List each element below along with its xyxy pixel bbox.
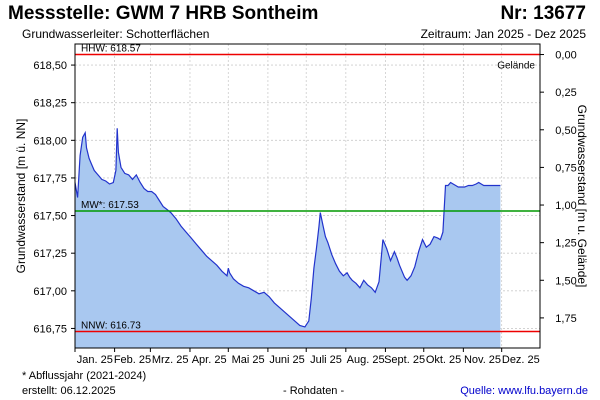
period-label: Zeitraum: Jan 2025 - Dez 2025 (420, 27, 586, 41)
created-date: erstellt: 06.12.2025 (22, 385, 116, 397)
y2-tick-label: 0,25 (555, 87, 576, 99)
x-tick-label: Okt. 25 (426, 354, 461, 366)
y-tick-label: 618,25 (33, 98, 67, 110)
footnote: * Abflussjahr (2021-2024) (22, 370, 147, 382)
page-title: Messstelle: GWM 7 HRB Sontheim (8, 3, 319, 24)
y-tick-label: 617,50 (33, 211, 67, 223)
y2-tick-label: 1,75 (555, 313, 576, 325)
y-tick-label: 616,75 (33, 323, 67, 335)
source-link[interactable]: Quelle: www.lfu.bayern.de (460, 385, 588, 397)
x-tick-label: Feb. 25 (114, 354, 151, 366)
x-tick-label: Apr. 25 (192, 354, 227, 366)
station-number: Nr: 13677 (500, 3, 586, 24)
y-tick-label: 617,00 (33, 286, 67, 298)
x-tick-label: Juli 25 (310, 354, 342, 366)
mw-label: MW*: 617.53 (81, 200, 139, 211)
water-level-area (75, 128, 501, 348)
y2-tick-label: 1,00 (555, 200, 576, 212)
nnw-label: NNW: 616.73 (81, 320, 141, 331)
y-tick-label: 618,50 (33, 60, 67, 72)
x-tick-label: Jan. 25 (77, 354, 113, 366)
x-tick-label: Aug. 25 (347, 354, 385, 366)
y-axis-label: Grundwasserstand [m ü. NN] (14, 119, 28, 274)
rawdata-note: - Rohdaten - (283, 385, 345, 397)
x-tick-label: Juni 25 (269, 354, 304, 366)
x-tick-label: Dez. 25 (502, 354, 540, 366)
x-tick-label: Nov. 25 (464, 354, 501, 366)
hhw-label: HHW: 618.57 (81, 44, 141, 55)
y2-tick-label: 0,75 (555, 162, 576, 174)
x-tick-label: Sept. 25 (384, 354, 425, 366)
y2-axis-label: Grundwasserstand [m u. Gelände] (575, 105, 589, 288)
aquifer-label: Grundwasserleiter: Schotterflächen (22, 27, 210, 41)
plot-border (74, 43, 541, 349)
y2-tick-label: 0,50 (555, 125, 576, 137)
y2-tick-label: 1,25 (555, 238, 576, 250)
y2-tick-label: 1,50 (555, 275, 576, 287)
y2-tick-label: 0,00 (555, 50, 576, 62)
y-tick-label: 617,75 (33, 173, 67, 185)
x-tick-label: Mrz. 25 (152, 354, 189, 366)
x-tick-label: Mai 25 (232, 354, 265, 366)
y-tick-label: 618,00 (33, 135, 67, 147)
surface-label: Gelände (497, 61, 535, 72)
y-tick-label: 617,25 (33, 248, 67, 260)
water-level-line (74, 128, 501, 328)
